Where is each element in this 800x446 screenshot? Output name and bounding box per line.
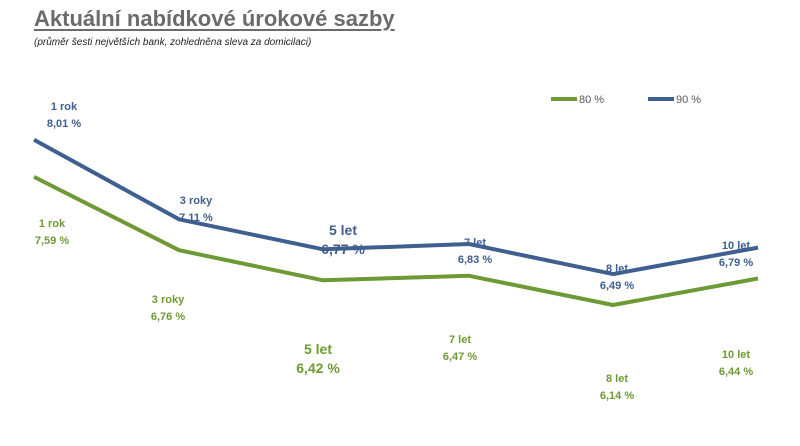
data-label: 8,01 % [47, 118, 81, 130]
series-line-1 [33, 138, 759, 277]
label-layer: 1 rok 7,59 % 3 roky 6,76 % 5 let 6,42 % 7 let 6… [35, 101, 753, 402]
data-label: 6,49 % [600, 280, 634, 292]
category-label: 10 let [722, 240, 750, 252]
data-label: 6,83 % [458, 254, 492, 266]
chart-title: Aktuální nabídkové úrokové sazby [34, 6, 395, 31]
data-label: 7,59 % [35, 235, 69, 247]
category-label: 8 let [606, 373, 628, 385]
category-label: 7 let [464, 237, 486, 249]
chart-subtitle: (průměr šesti největších bank, zohledněn… [34, 37, 312, 48]
legend: 80 % 90 % [551, 94, 701, 106]
category-label: 8 let [606, 263, 628, 275]
data-label: 6,76 % [151, 311, 185, 323]
data-label: 6,14 % [600, 390, 634, 402]
category-label: 10 let [722, 349, 750, 361]
data-label: 6,77 % [321, 241, 365, 257]
series-line-0 [33, 175, 759, 307]
legend-label-0: 80 % [579, 94, 604, 106]
category-label: 5 let [329, 222, 357, 238]
category-label: 1 rok [51, 101, 78, 113]
category-label: 3 roky [180, 195, 213, 207]
category-label: 3 roky [152, 294, 185, 306]
legend-label-1: 90 % [676, 94, 701, 106]
data-label: 7,11 % [179, 212, 213, 224]
series-layer [33, 138, 759, 307]
data-label: 6,79 % [719, 257, 753, 269]
data-label: 6,42 % [296, 360, 340, 376]
data-label: 6,44 % [719, 366, 753, 378]
category-label: 1 rok [39, 218, 66, 230]
category-label: 7 let [449, 334, 471, 346]
category-label: 5 let [304, 341, 332, 357]
data-label: 6,47 % [443, 351, 477, 363]
